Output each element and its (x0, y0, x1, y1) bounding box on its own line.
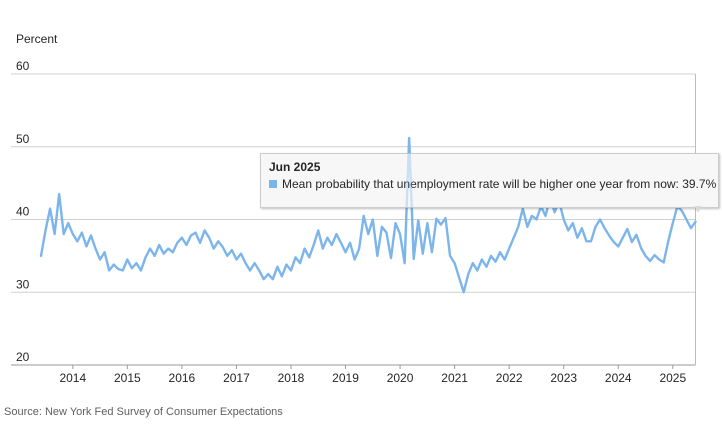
svg-text:2022: 2022 (496, 371, 523, 385)
svg-text:50: 50 (16, 132, 30, 146)
svg-text:2016: 2016 (169, 371, 196, 385)
svg-text:2014: 2014 (59, 371, 86, 385)
svg-text:30: 30 (16, 277, 30, 291)
svg-text:2025: 2025 (659, 371, 686, 385)
svg-text:2021: 2021 (441, 371, 468, 385)
svg-text:2024: 2024 (605, 371, 632, 385)
svg-text:2019: 2019 (332, 371, 359, 385)
svg-text:2017: 2017 (223, 371, 250, 385)
svg-text:2023: 2023 (550, 371, 577, 385)
svg-text:2018: 2018 (278, 371, 305, 385)
svg-text:2015: 2015 (114, 371, 141, 385)
svg-text:20: 20 (16, 350, 30, 364)
svg-text:60: 60 (16, 59, 30, 73)
svg-text:40: 40 (16, 205, 30, 219)
svg-text:2020: 2020 (387, 371, 414, 385)
